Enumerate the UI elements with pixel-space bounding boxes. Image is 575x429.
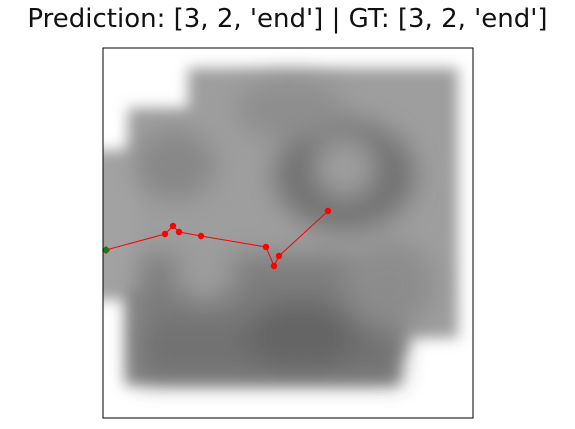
trajectory-point — [197, 232, 205, 240]
trajectory-point — [175, 228, 183, 236]
trajectory-point — [324, 207, 332, 215]
start-marker — [102, 246, 110, 254]
trajectory-layer — [102, 207, 332, 270]
axes-frame — [102, 47, 474, 419]
trajectory-point — [275, 252, 283, 260]
trajectory-point — [262, 243, 270, 251]
trajectory-point — [270, 262, 278, 270]
chart-title: Prediction: [3, 2, 'end'] | GT: [3, 2, '… — [27, 4, 548, 34]
trajectory-point — [161, 230, 169, 238]
occupancy-map-image — [103, 68, 458, 385]
trajectory-point — [169, 222, 177, 230]
